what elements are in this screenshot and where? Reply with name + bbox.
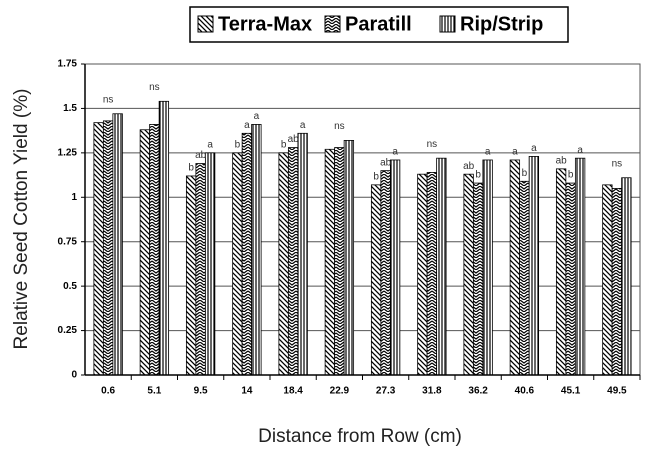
x-tick-label: 49.5 [607,386,627,397]
y-tick-label: 0 [71,370,77,381]
bar [380,170,391,376]
x-tick-label: 36.2 [468,386,488,397]
bar [297,132,308,376]
legend-label: Rip/Strip [460,13,543,35]
x-tick-label: 31.8 [422,386,442,397]
annotation: ab [556,155,568,166]
x-tick-label: 0.6 [101,386,115,397]
bar [185,175,197,376]
annotation: b [281,139,287,150]
y-tick-label: 0.75 [58,236,78,247]
bar [555,168,567,376]
annotation: a [254,111,260,122]
y-axis-label: Relative Seed Cotton Yield (%) [11,89,32,350]
bar [334,147,345,376]
bar [565,182,576,376]
annotation: a [300,120,306,131]
bar [251,124,262,376]
bar [112,113,123,376]
bar [482,159,493,376]
y-tick-label: 0.5 [63,281,77,292]
annotation: b [373,171,379,182]
bar [278,152,289,376]
legend-swatch [439,15,456,33]
annotation: b [568,170,574,181]
annotation: ns [427,139,438,150]
annotation: a [207,139,213,150]
annotation: a [485,147,491,158]
bar [463,173,474,376]
bar [102,120,114,376]
bar [621,177,632,376]
legend-swatch [324,15,341,33]
x-tick-label: 45.1 [561,386,581,397]
y-tick-label: 0.25 [58,325,78,336]
x-tick-label: 9.5 [194,386,208,397]
y-tick-label: 1 [71,192,77,203]
x-tick-label: 22.9 [330,386,350,397]
annotation: ns [149,82,160,93]
legend-label: Terra-Max [218,13,312,35]
annotation: b [235,139,241,150]
bar [519,180,530,376]
x-axis-label: Distance from Row (cm) [258,426,462,447]
annotation: ns [334,121,345,132]
bar [472,182,484,376]
annotation: ab [380,157,392,168]
annotation: ns [103,94,114,105]
x-tick-label: 14 [241,386,253,397]
y-tick-label: 1.25 [58,147,78,158]
bar [287,147,299,376]
bar [417,173,428,376]
bar [528,156,540,376]
bar [149,124,160,376]
bar [93,122,104,376]
annotation: a [244,120,250,131]
annotation: b [522,168,528,179]
bar [370,184,382,376]
y-tick-label: 1.75 [58,59,78,70]
bar [139,129,151,376]
x-tick-label: 27.3 [376,386,396,397]
annotation: a [512,147,518,158]
y-tick-label: 1.5 [63,103,77,114]
bar [602,184,613,376]
bar [232,152,243,376]
annotation: a [577,145,583,156]
bar [324,148,336,376]
bar [158,100,170,376]
legend-swatch [197,15,214,33]
bar [611,187,623,376]
bar [204,152,216,376]
annotation: b [188,163,194,174]
bar [343,140,355,376]
bar [509,159,521,376]
bar [195,163,206,376]
x-tick-label: 18.4 [283,386,303,397]
bar [436,157,447,376]
annotation: ns [612,158,623,169]
annotation: ab [288,134,300,145]
annotation: ab [195,150,207,161]
annotation: ab [463,161,475,172]
x-tick-label: 5.1 [147,386,161,397]
legend-box [189,6,569,43]
annotation: a [531,143,537,154]
x-tick-label: 40.6 [515,386,535,397]
bar [389,159,401,376]
legend-label: Paratill [345,13,412,35]
annotation: b [475,170,481,181]
bar [426,172,438,376]
annotation: a [392,147,398,158]
bar [241,132,253,376]
bar [574,157,586,376]
